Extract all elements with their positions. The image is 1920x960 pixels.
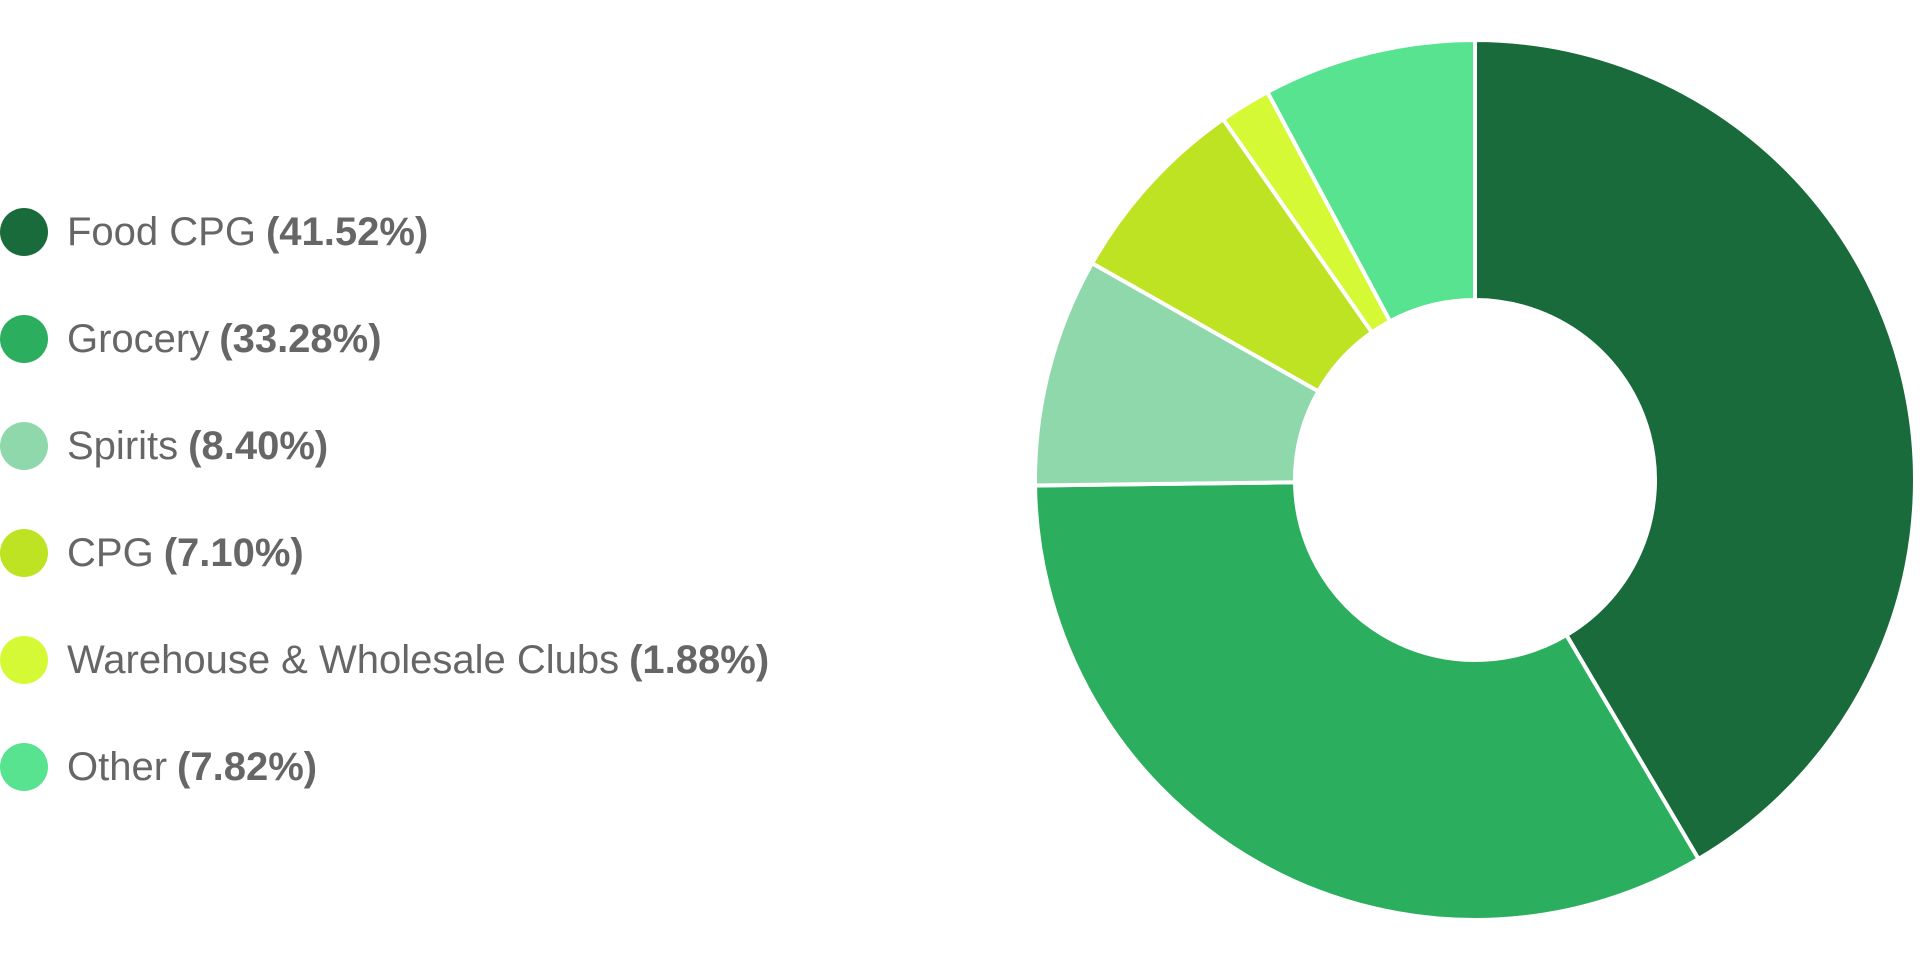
legend-swatch-food-cpg: [0, 207, 48, 256]
legend-value-cpg: (7.10%): [163, 530, 304, 575]
legend-swatch-grocery: [0, 314, 48, 363]
legend-value-grocery: (33.28%): [219, 316, 382, 361]
donut-plot: [1033, 38, 1917, 922]
legend-item-other[interactable]: Other (7.82%): [0, 713, 900, 820]
legend-value-warehouse-wholesale-clubs: (1.88%): [629, 637, 770, 682]
legend-swatch-cpg: [0, 528, 48, 577]
legend-value-food-cpg: (41.52%): [265, 209, 429, 254]
legend-item-warehouse-wholesale-clubs[interactable]: Warehouse & Wholesale Clubs (1.88%): [0, 606, 900, 713]
legend-item-spirits[interactable]: Spirits (8.40%): [0, 392, 900, 499]
slice-food-cpg[interactable]: [1473, 38, 1917, 862]
legend-swatch-spirits: [0, 421, 48, 470]
legend-label-grocery: Grocery: [67, 316, 210, 361]
legend-label-spirits: Spirits: [67, 423, 179, 468]
slice-other[interactable]: [1265, 38, 1477, 324]
legend-value-spirits: (8.40%): [188, 423, 329, 468]
legend-swatch-other: [0, 742, 48, 791]
chart-legend: Food CPG (41.52%) Grocery (33.28%) Spirits…: [0, 178, 900, 820]
slice-spirits[interactable]: [1033, 261, 1321, 488]
legend-label-other: Other: [67, 744, 168, 789]
legend-text-warehouse-wholesale-clubs: Warehouse & Wholesale Clubs (1.88%): [67, 640, 769, 680]
legend-text-spirits: Spirits (8.40%): [67, 426, 328, 466]
legend-label-food-cpg: Food CPG: [67, 209, 256, 254]
legend-value-other: (7.82%): [177, 744, 318, 789]
legend-text-food-cpg: Food CPG (41.52%): [67, 212, 428, 252]
legend-label-cpg: CPG: [67, 530, 154, 575]
legend-swatch-warehouse-wholesale-clubs: [0, 635, 48, 684]
slice-grocery[interactable]: [1033, 480, 1701, 922]
legend-item-food-cpg[interactable]: Food CPG (41.52%): [0, 178, 900, 285]
legend-item-cpg[interactable]: CPG (7.10%): [0, 499, 900, 606]
legend-text-cpg: CPG (7.10%): [67, 533, 304, 573]
legend-label-warehouse-wholesale-clubs: Warehouse & Wholesale Clubs: [67, 637, 620, 682]
legend-text-grocery: Grocery (33.28%): [67, 319, 382, 359]
legend-item-grocery[interactable]: Grocery (33.28%): [0, 285, 900, 392]
legend-text-other: Other (7.82%): [67, 747, 317, 787]
